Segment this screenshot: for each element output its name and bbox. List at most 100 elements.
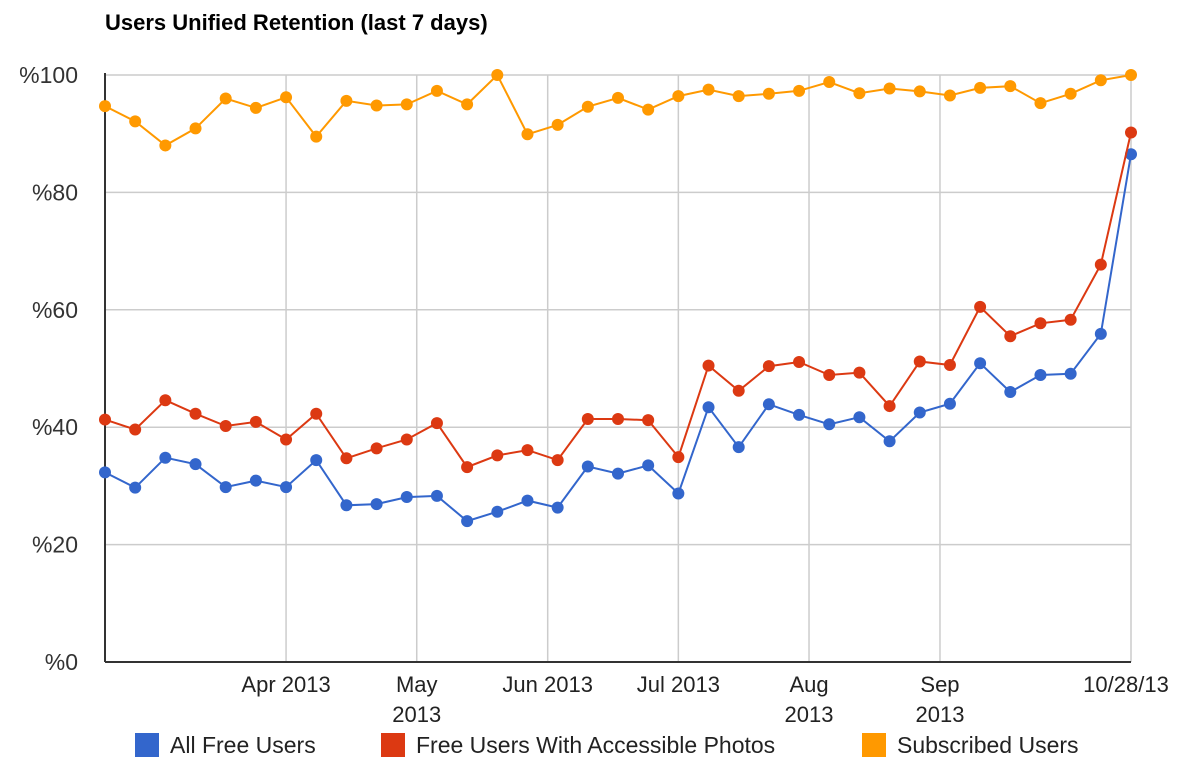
data-point <box>1004 80 1017 93</box>
y-tick-label: %80 <box>32 179 78 205</box>
y-tick-label: %60 <box>32 297 78 323</box>
data-point <box>219 420 232 433</box>
data-point <box>642 414 655 427</box>
data-point <box>1125 126 1137 139</box>
x-tick-label: 2013 <box>785 702 834 727</box>
legend-label: Subscribed Users <box>897 732 1079 758</box>
data-point <box>1064 87 1077 100</box>
x-tick-label: Aug <box>789 672 828 697</box>
x-tick-label: Sep <box>920 672 959 697</box>
data-point <box>430 84 443 97</box>
data-point <box>1004 330 1017 343</box>
data-point <box>1094 74 1107 87</box>
y-axis-ticks: %0 %20 %40 %60 %80 %100 <box>19 62 78 675</box>
legend: All Free Users Free Users With Accessible… <box>135 732 1079 758</box>
data-point <box>219 481 232 494</box>
data-point <box>853 366 866 379</box>
data-point <box>461 461 474 474</box>
data-point <box>189 407 202 420</box>
data-point <box>400 433 413 446</box>
data-point <box>370 99 383 112</box>
data-point <box>913 85 926 98</box>
data-point <box>249 415 262 428</box>
data-point <box>1064 313 1077 326</box>
data-point <box>581 100 594 113</box>
data-point <box>762 398 775 411</box>
gridlines <box>105 74 1132 662</box>
data-point <box>974 357 987 370</box>
data-point <box>521 128 534 141</box>
data-point <box>913 406 926 419</box>
data-point <box>672 90 685 103</box>
data-point <box>612 91 624 104</box>
data-point <box>430 417 443 430</box>
data-point <box>883 435 896 448</box>
data-point <box>1064 367 1077 380</box>
x-tick-label: Jun 2013 <box>502 672 593 697</box>
data-point <box>461 515 474 528</box>
x-tick-label: May <box>396 672 438 697</box>
data-point <box>1004 385 1017 398</box>
data-point <box>491 69 504 81</box>
data-point <box>310 130 323 143</box>
data-point <box>793 84 806 97</box>
data-point <box>913 355 926 368</box>
series-2 <box>99 69 1137 152</box>
data-point <box>340 94 353 107</box>
legend-swatch <box>381 733 405 757</box>
data-point <box>340 452 353 465</box>
series-1 <box>99 126 1137 474</box>
x-tick-label: Apr 2013 <box>241 672 330 697</box>
data-point <box>99 100 111 113</box>
data-point <box>249 474 262 487</box>
data-point <box>189 458 202 471</box>
data-point <box>129 481 142 494</box>
data-point <box>400 491 413 504</box>
data-point <box>793 408 806 421</box>
data-point <box>793 356 806 369</box>
legend-label: Free Users With Accessible Photos <box>416 732 775 758</box>
data-point <box>280 433 293 446</box>
data-point <box>823 418 836 431</box>
data-point <box>1094 327 1107 340</box>
data-point <box>672 487 685 500</box>
x-tick-label: 10/28/13 <box>1083 672 1169 697</box>
data-point <box>99 466 111 479</box>
data-point <box>280 481 293 494</box>
data-point <box>159 451 172 464</box>
data-point <box>642 103 655 116</box>
x-tick-label: Jul 2013 <box>637 672 720 697</box>
data-point <box>943 89 956 102</box>
data-point <box>521 494 534 507</box>
data-point <box>883 82 896 95</box>
data-point <box>672 451 685 464</box>
data-point <box>702 359 715 372</box>
data-point <box>400 98 413 111</box>
data-point <box>762 87 775 100</box>
x-tick-label: 2013 <box>916 702 965 727</box>
data-point <box>280 91 293 104</box>
data-point <box>612 467 624 480</box>
data-point <box>974 81 987 94</box>
data-point <box>642 459 655 472</box>
legend-swatch <box>862 733 886 757</box>
data-point <box>732 90 745 103</box>
data-point <box>310 407 323 420</box>
data-point <box>883 400 896 413</box>
data-point <box>853 87 866 100</box>
data-point <box>732 441 745 454</box>
data-point <box>551 454 564 467</box>
data-point <box>219 92 232 105</box>
x-tick-label: 2013 <box>392 702 441 727</box>
data-point <box>612 412 624 425</box>
y-tick-label: %40 <box>32 414 78 440</box>
data-point <box>823 76 836 89</box>
data-point <box>249 101 262 114</box>
data-point <box>853 411 866 424</box>
series-line <box>104 154 1132 523</box>
data-point <box>702 401 715 414</box>
data-point <box>1034 368 1047 381</box>
data-point <box>974 300 987 313</box>
data-point <box>1125 148 1137 161</box>
legend-item: Free Users With Accessible Photos <box>381 732 775 758</box>
